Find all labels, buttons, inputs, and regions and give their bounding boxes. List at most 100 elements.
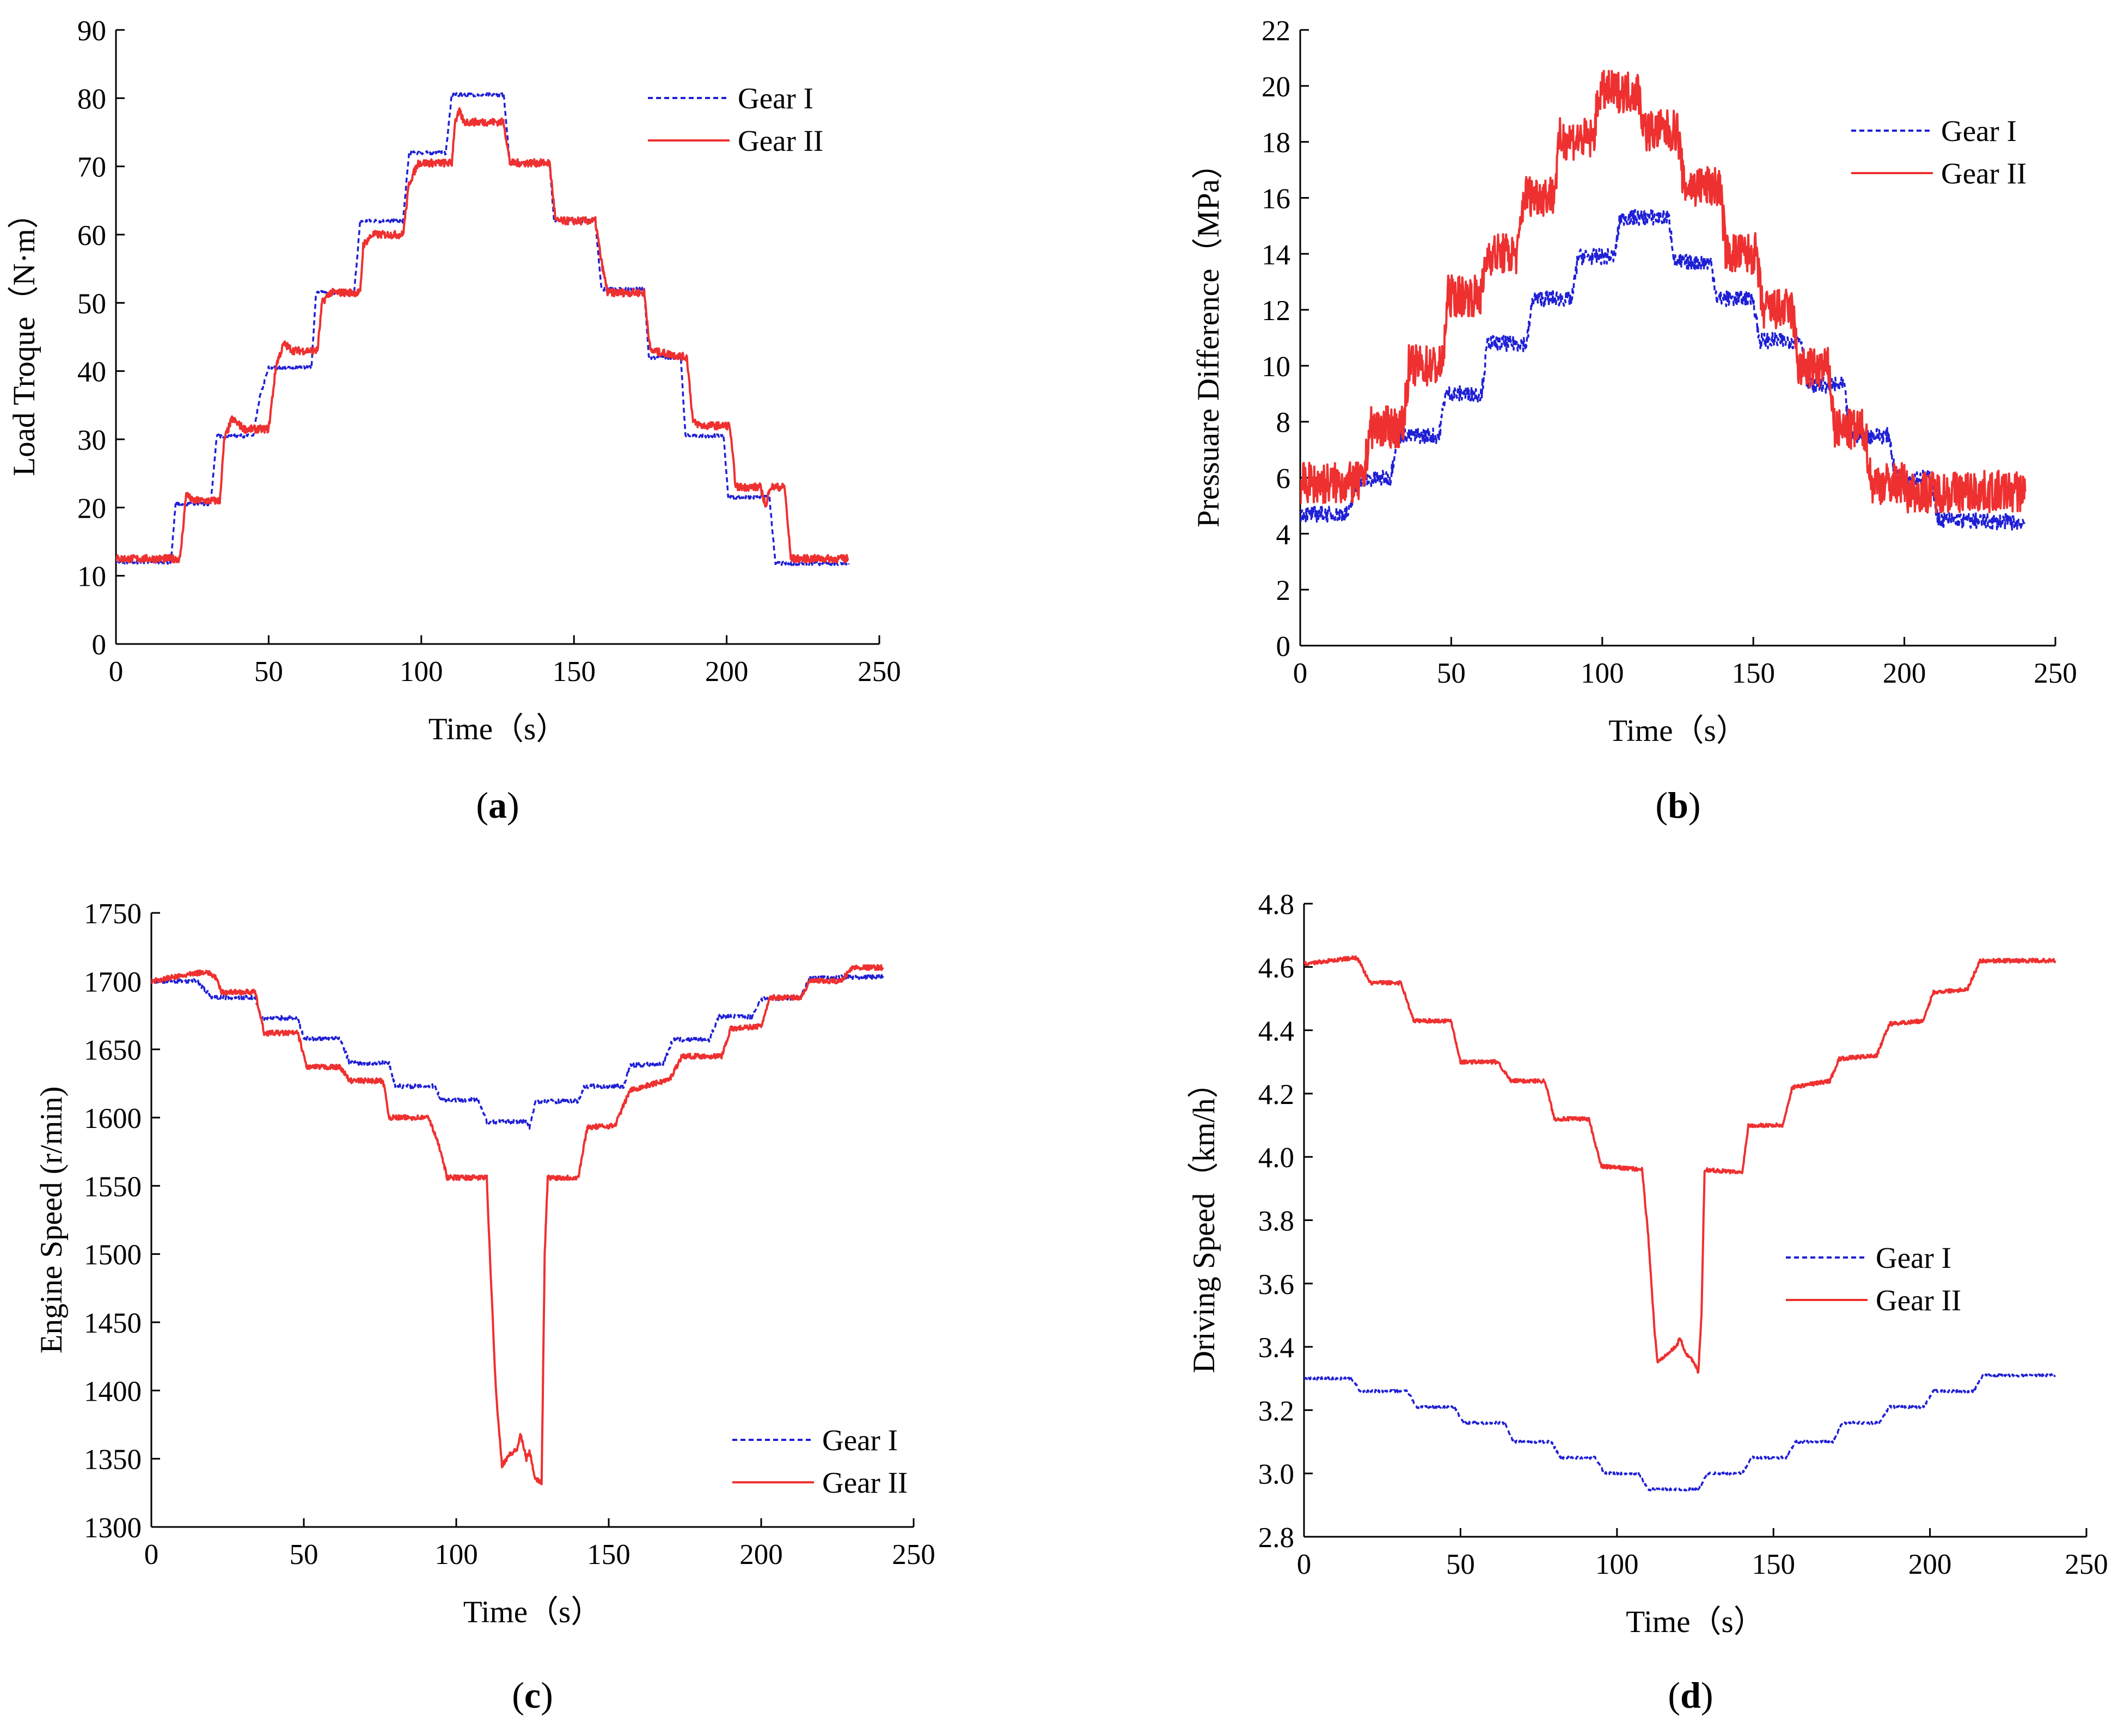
x-tick-label: 250 [858,656,901,688]
y-tick-label: 2.8 [1258,1522,1294,1554]
x-axis-title: Time（s） [1608,714,1747,748]
x-tick-label: 0 [109,656,124,688]
y-tick-label: 10 [77,561,106,593]
x-tick-label: 200 [739,1539,783,1571]
y-axis-title: Driving Speed（km/h） [1187,1067,1221,1373]
x-tick-label: 150 [1731,658,1775,689]
x-tick-label: 200 [705,656,749,688]
y-axis-title: Engine Speed (r/min) [34,1087,69,1354]
legend-label-gear-i: Gear I [822,1424,898,1457]
x-axis-title: Time（s） [1626,1605,1764,1639]
x-tick-label: 100 [1595,1549,1639,1580]
y-tick-label: 3.8 [1258,1206,1294,1237]
y-tick-label: 3.2 [1258,1395,1294,1427]
x-axis-title: Time（s） [429,712,567,746]
legend-label-gear-i: Gear I [1941,114,2017,148]
legend-label-gear-i: Gear I [738,82,813,115]
y-tick-label: 18 [1262,127,1290,159]
y-tick-label: 20 [1262,71,1290,103]
y-tick-label: 4.8 [1258,889,1294,921]
series-line-gear-i [116,92,850,566]
y-tick-label: 6 [1276,463,1291,495]
y-tick-label: 1350 [84,1444,142,1476]
y-tick-label: 2 [1276,575,1291,606]
y-tick-label: 4.6 [1258,952,1294,984]
x-tick-label: 50 [1437,658,1466,689]
x-tick-label: 0 [144,1539,159,1571]
series-line-gear-ii [1304,955,2056,1374]
x-tick-label: 50 [290,1539,319,1571]
y-tick-label: 80 [77,83,106,115]
legend-label-gear-ii: Gear II [822,1466,908,1499]
y-tick-label: 30 [77,425,106,456]
x-tick-label: 200 [1883,658,1926,689]
x-tick-label: 100 [434,1539,478,1571]
y-tick-label: 60 [77,220,106,251]
panel-label: (b) [1655,784,1700,826]
series-line-gear-i [1304,1373,2056,1492]
y-tick-label: 3.4 [1258,1332,1294,1364]
legend-label-gear-ii: Gear II [738,124,823,157]
x-tick-label: 250 [2065,1549,2108,1580]
y-tick-label: 1700 [84,966,142,998]
y-tick-label: 14 [1262,239,1290,271]
y-tick-label: 70 [77,152,106,183]
x-tick-label: 100 [1581,658,1624,689]
x-tick-label: 150 [1752,1549,1795,1580]
legend-label-gear-ii: Gear II [1876,1284,1961,1317]
x-tick-label: 0 [1293,658,1308,689]
y-axis-title: Load Troque（N·m） [7,198,41,476]
y-tick-label: 12 [1262,295,1290,327]
y-tick-label: 1400 [84,1376,142,1407]
y-axis-title: Pressuare Difference（MPa） [1191,148,1226,527]
y-tick-label: 22 [1262,15,1290,47]
x-tick-label: 150 [587,1539,630,1571]
y-tick-label: 3.6 [1258,1269,1294,1301]
y-tick-label: 20 [77,493,106,524]
chart-panel-c: 0 50 100 150 200 250 1300 1350 1400 1450 1500 1550 1… [34,898,935,1716]
y-tick-label: 50 [77,288,106,320]
x-tick-label: 100 [400,656,443,688]
y-tick-label: 4 [1276,519,1291,550]
y-tick-label: 1500 [84,1240,142,1271]
y-tick-label: 4.2 [1258,1079,1294,1111]
chart-panel-a: 0 50 100 150 200 250 0 10 20 30 40 50 60 70 80 90 Time（s… [7,15,901,826]
y-tick-label: 1550 [84,1171,142,1203]
x-tick-label: 50 [254,656,283,688]
panel-label: (c) [512,1674,553,1716]
x-tick-label: 0 [1297,1549,1312,1580]
y-tick-label: 16 [1262,183,1290,214]
legend-label-gear-ii: Gear II [1941,157,2027,190]
x-tick-label: 50 [1446,1549,1475,1580]
y-tick-label: 4.0 [1258,1142,1294,1174]
y-tick-label: 0 [92,629,107,661]
x-axis-title: Time（s） [463,1595,602,1629]
series-line-gear-ii [1300,70,2027,514]
chart-panel-b: 0 50 100 150 200 250 0 2 4 6 8 10 12 14 16 18 20 22 Time（s… [1191,15,2077,826]
series-line-gear-ii [116,107,849,564]
x-tick-label: 200 [1908,1549,1952,1580]
y-tick-label: 1300 [84,1512,142,1544]
chart-panel-d: 0 50 100 150 200 250 2.8 3.0 3.2 3.4 3.6 3.8 4.0 4.2 4… [1187,889,2108,1716]
y-tick-label: 1450 [84,1308,142,1339]
y-tick-label: 10 [1262,351,1290,383]
y-tick-label: 40 [77,357,106,388]
x-tick-label: 150 [552,656,596,688]
y-tick-label: 3.0 [1258,1459,1294,1490]
y-tick-label: 1750 [84,898,142,930]
x-tick-label: 250 [892,1539,935,1571]
x-tick-label: 250 [2034,658,2077,689]
panel-label: (d) [1668,1674,1713,1716]
series-line-gear-ii [151,964,884,1486]
y-tick-label: 1650 [84,1035,142,1066]
legend-label-gear-i: Gear I [1876,1241,1951,1274]
y-tick-label: 90 [77,15,106,47]
y-tick-label: 1600 [84,1103,142,1134]
series-line-gear-i [1300,208,2026,531]
y-tick-label: 4.4 [1258,1016,1294,1047]
y-tick-label: 8 [1276,407,1291,439]
y-tick-label: 0 [1276,631,1291,662]
panel-label: (a) [476,784,519,826]
series-line-gear-i [151,974,884,1130]
